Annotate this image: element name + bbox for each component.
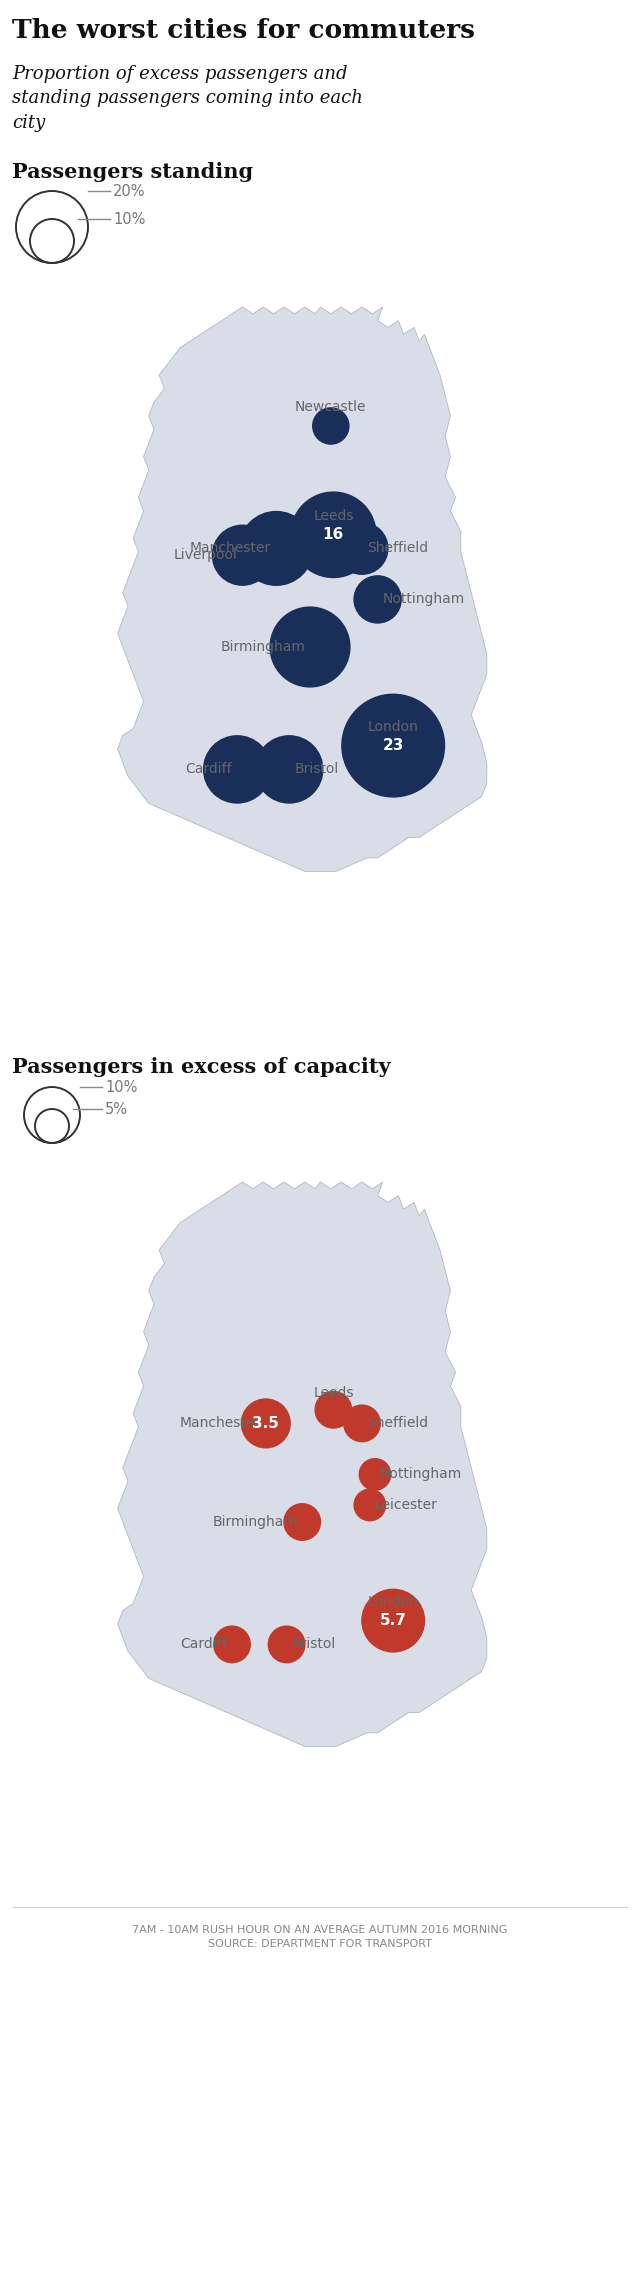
Circle shape (341, 693, 445, 798)
Text: 20%: 20% (113, 182, 145, 198)
Text: Passengers standing: Passengers standing (12, 162, 253, 182)
Text: Cardiff: Cardiff (180, 1638, 227, 1651)
Circle shape (255, 734, 323, 803)
Text: Nottingham: Nottingham (380, 1467, 462, 1480)
Circle shape (290, 490, 377, 577)
Text: Bristol: Bristol (292, 1638, 336, 1651)
Text: 23: 23 (383, 739, 404, 753)
Polygon shape (118, 308, 487, 871)
Text: The worst cities for commuters: The worst cities for commuters (12, 18, 475, 43)
Text: Bristol: Bristol (294, 762, 339, 776)
Circle shape (361, 1588, 425, 1654)
Text: 3.5: 3.5 (252, 1417, 279, 1430)
Text: Leicester: Leicester (375, 1499, 438, 1512)
Circle shape (343, 1405, 381, 1442)
Text: Sheffield: Sheffield (367, 541, 428, 554)
Text: 5.7: 5.7 (380, 1613, 406, 1629)
Text: Proportion of excess passengers and
standing passengers coming into each
city: Proportion of excess passengers and stan… (12, 64, 363, 132)
Circle shape (353, 575, 402, 623)
Text: Manchester: Manchester (190, 541, 271, 554)
Text: 10%: 10% (113, 212, 145, 226)
Circle shape (268, 1626, 305, 1663)
Text: Newcastle: Newcastle (295, 399, 367, 413)
Circle shape (269, 607, 351, 687)
Circle shape (353, 1489, 386, 1521)
Circle shape (312, 408, 349, 445)
Circle shape (314, 1391, 353, 1428)
Text: 5%: 5% (105, 1102, 128, 1115)
Text: Leeds: Leeds (313, 1387, 354, 1401)
Text: London: London (368, 1594, 419, 1608)
Circle shape (284, 1503, 321, 1542)
Text: 16: 16 (323, 527, 344, 543)
Text: 7AM - 10AM RUSH HOUR ON AN AVERAGE AUTUMN 2016 MORNING
SOURCE: DEPARTMENT FOR TR: 7AM - 10AM RUSH HOUR ON AN AVERAGE AUTUM… (132, 1925, 508, 1948)
Text: 10%: 10% (105, 1079, 138, 1095)
Circle shape (241, 1398, 291, 1448)
Text: Passengers in excess of capacity: Passengers in excess of capacity (12, 1056, 390, 1077)
Text: Nottingham: Nottingham (383, 593, 465, 607)
Circle shape (203, 734, 271, 803)
Circle shape (213, 1626, 251, 1663)
Circle shape (212, 525, 273, 586)
Text: Manchester: Manchester (180, 1417, 261, 1430)
Text: London: London (368, 719, 419, 734)
Text: Cardiff: Cardiff (186, 762, 232, 776)
Text: Liverpool: Liverpool (173, 547, 237, 561)
Polygon shape (118, 1182, 487, 1747)
Text: Birmingham: Birmingham (220, 641, 305, 655)
Circle shape (335, 522, 388, 575)
Text: Sheffield: Sheffield (367, 1417, 428, 1430)
Text: Leeds: Leeds (313, 509, 354, 522)
Circle shape (358, 1458, 392, 1492)
Circle shape (239, 511, 314, 586)
Text: Birmingham: Birmingham (212, 1515, 297, 1528)
